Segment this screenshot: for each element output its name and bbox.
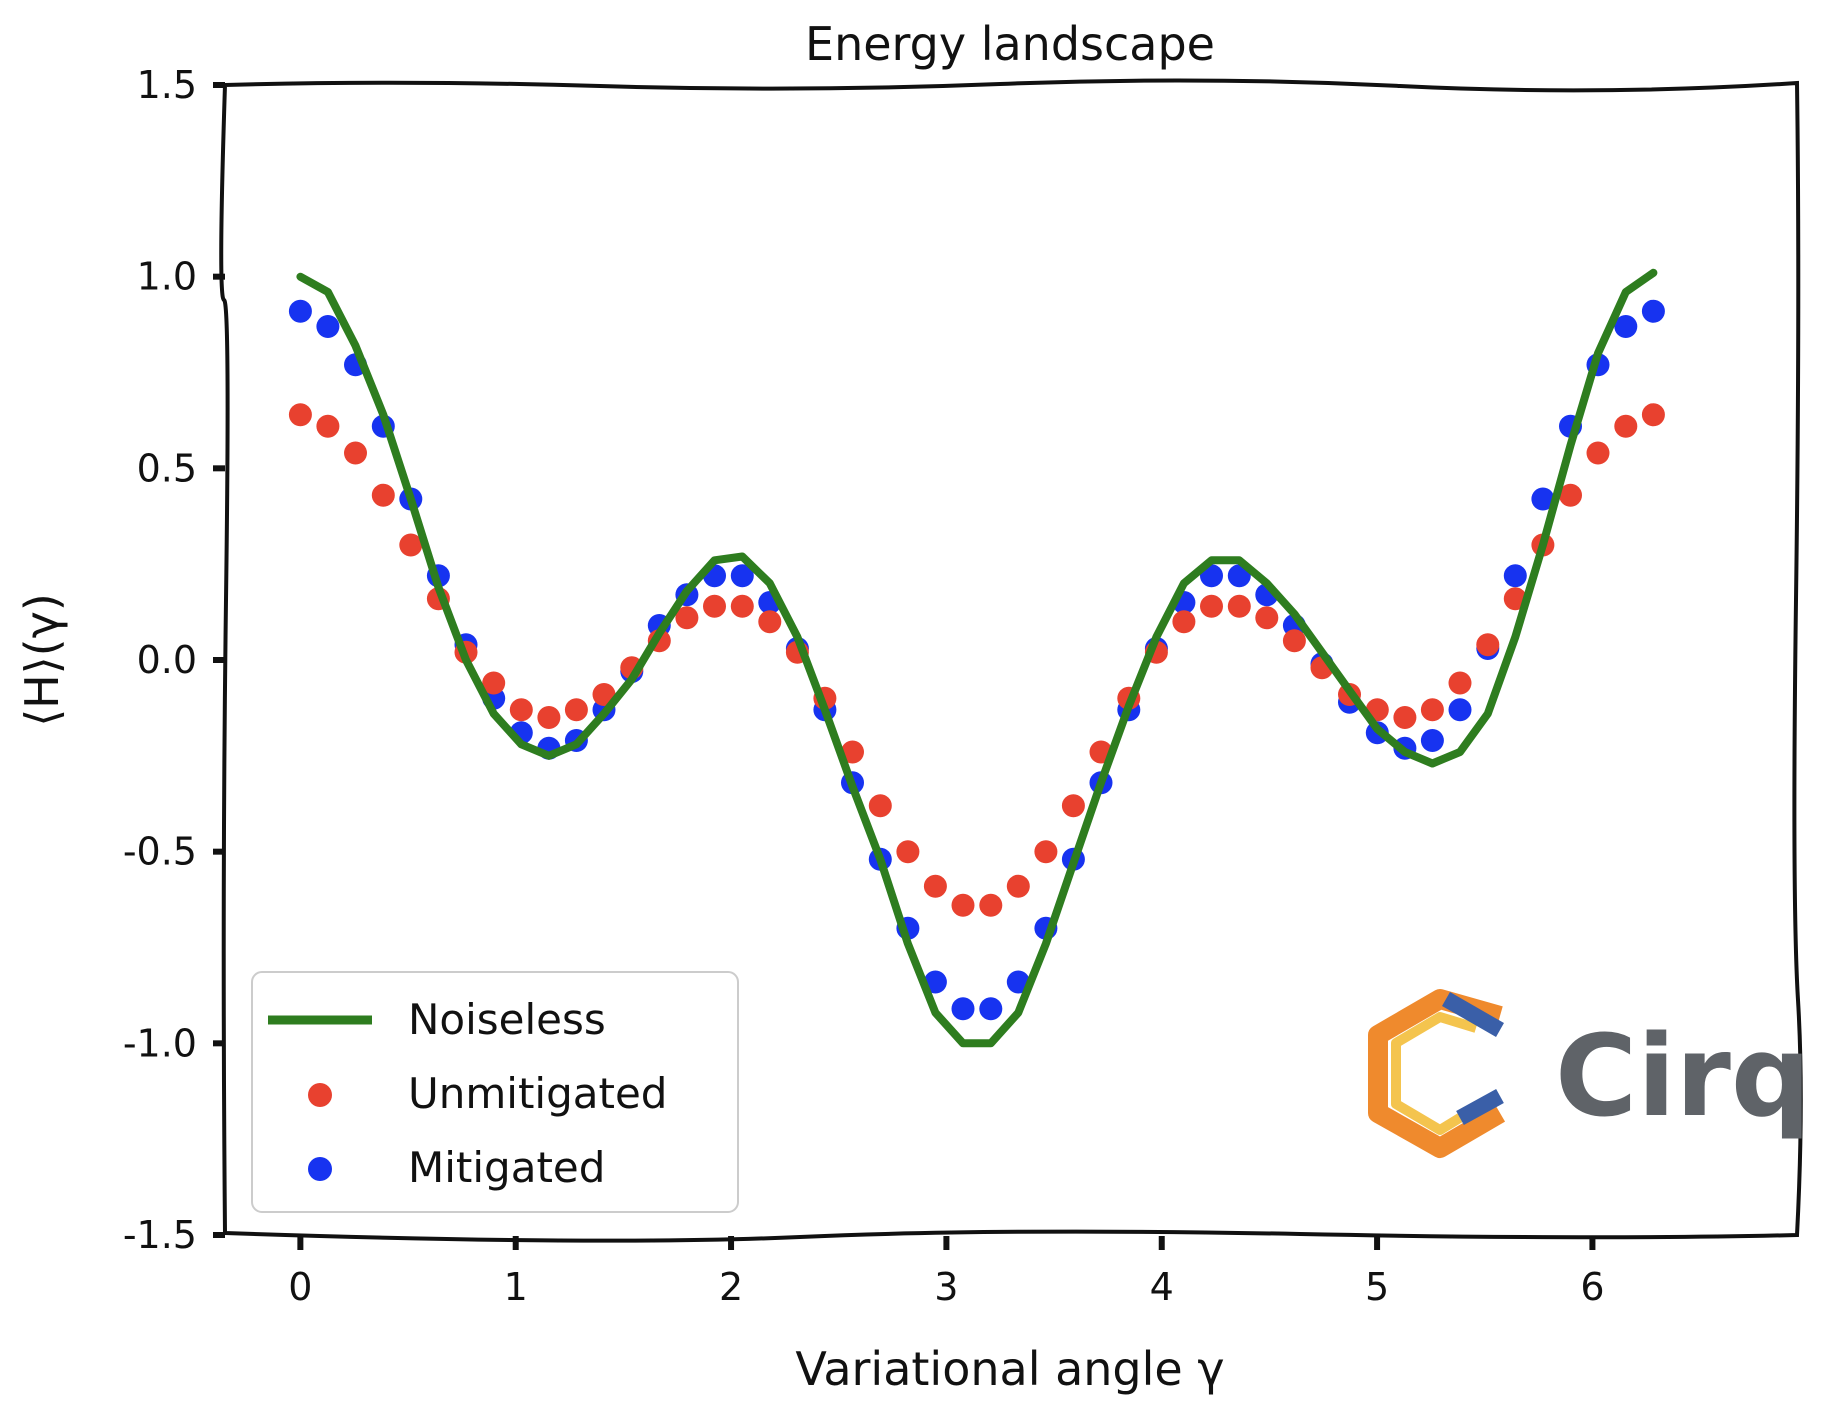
x-tick-label: 6 bbox=[1580, 1265, 1604, 1309]
data-point-unmitigated bbox=[1641, 403, 1665, 427]
data-point-unmitigated bbox=[1200, 594, 1223, 618]
data-point-mitigated bbox=[1641, 299, 1665, 323]
data-point-unmitigated bbox=[868, 794, 892, 818]
data-point-unmitigated bbox=[1034, 840, 1058, 864]
data-point-mitigated bbox=[1503, 564, 1527, 588]
data-point-unmitigated bbox=[371, 483, 395, 507]
data-point-mitigated bbox=[1448, 698, 1472, 722]
cirq-logo-wordmark: Cirq bbox=[1555, 1012, 1811, 1142]
legend-mitigated-swatch bbox=[308, 1157, 332, 1181]
data-point-mitigated bbox=[730, 564, 754, 588]
data-point-mitigated bbox=[316, 315, 340, 338]
y-tick-label: 1.5 bbox=[137, 63, 197, 107]
data-point-unmitigated bbox=[1282, 629, 1306, 653]
data-point-unmitigated bbox=[482, 671, 506, 695]
data-point-unmitigated bbox=[537, 706, 561, 729]
data-point-unmitigated bbox=[1227, 594, 1251, 618]
cirq-logo: Cirq bbox=[1368, 989, 1811, 1158]
data-point-unmitigated bbox=[399, 533, 423, 557]
data-point-mitigated bbox=[951, 997, 975, 1021]
plot-frame bbox=[219, 78, 1803, 1243]
data-point-mitigated bbox=[1420, 729, 1444, 752]
data-point-unmitigated bbox=[1006, 874, 1030, 898]
data-point-mitigated bbox=[1531, 487, 1555, 511]
data-point-unmitigated bbox=[675, 606, 699, 630]
data-point-unmitigated bbox=[896, 840, 920, 864]
data-point-unmitigated bbox=[758, 610, 782, 634]
cirq-logo-icon bbox=[1368, 989, 1506, 1158]
data-point-mitigated bbox=[979, 997, 1003, 1021]
y-axis: 1.5 1.0 0.5 0.0 -0.5 -1.0 -1.5 bbox=[123, 63, 225, 1257]
y-tick-label: 1.0 bbox=[137, 255, 197, 299]
x-tick-label: 1 bbox=[504, 1265, 528, 1309]
x-tick-label: 5 bbox=[1365, 1265, 1389, 1309]
data-point-unmitigated bbox=[1559, 483, 1582, 507]
legend-noiseless-label: Noiseless bbox=[408, 995, 606, 1044]
data-point-mitigated bbox=[1614, 315, 1638, 338]
data-point-unmitigated bbox=[841, 740, 864, 764]
data-point-unmitigated bbox=[316, 414, 340, 438]
data-point-unmitigated bbox=[509, 698, 533, 722]
data-point-unmitigated bbox=[979, 893, 1003, 917]
data-point-unmitigated bbox=[703, 594, 726, 618]
y-tick-label: -1.5 bbox=[123, 1213, 197, 1257]
x-tick-label: 3 bbox=[934, 1265, 958, 1309]
x-axis: 0 1 2 3 4 5 6 bbox=[288, 1236, 1605, 1309]
series-noiseless bbox=[296, 268, 1658, 1048]
legend-box bbox=[251, 971, 739, 1213]
data-point-unmitigated bbox=[1614, 414, 1638, 438]
data-point-unmitigated bbox=[1420, 698, 1444, 722]
data-point-unmitigated bbox=[951, 893, 975, 917]
y-tick-label: -0.5 bbox=[123, 830, 197, 874]
x-axis-title: Variational angle γ bbox=[795, 1342, 1224, 1396]
data-point-unmitigated bbox=[1393, 706, 1417, 729]
series-layer bbox=[288, 268, 1665, 1048]
x-tick-label: 4 bbox=[1150, 1265, 1174, 1309]
x-tick-label: 2 bbox=[719, 1265, 743, 1309]
data-point-unmitigated bbox=[730, 594, 754, 618]
data-point-unmitigated bbox=[1448, 671, 1472, 695]
y-axis-title: ⟨H⟩(γ) bbox=[15, 593, 69, 727]
x-tick-label: 0 bbox=[288, 1265, 312, 1309]
data-point-unmitigated bbox=[1255, 606, 1279, 630]
data-point-unmitigated bbox=[1172, 610, 1196, 634]
data-point-unmitigated bbox=[1476, 633, 1500, 657]
data-point-unmitigated bbox=[344, 441, 367, 465]
data-point-unmitigated bbox=[564, 698, 588, 722]
data-point-unmitigated bbox=[1061, 794, 1085, 818]
y-tick-label: 0.5 bbox=[137, 446, 197, 490]
legend-unmitigated-swatch bbox=[308, 1083, 332, 1107]
data-point-unmitigated bbox=[1586, 441, 1610, 465]
series-noiseless-line bbox=[296, 268, 1658, 1048]
y-tick-label: -1.0 bbox=[123, 1021, 197, 1065]
legend-unmitigated-label: Unmitigated bbox=[408, 1069, 667, 1118]
legend: Noiseless Unmitigated Mitigated bbox=[251, 971, 739, 1213]
data-point-unmitigated bbox=[923, 874, 947, 898]
legend-mitigated-label: Mitigated bbox=[408, 1143, 605, 1192]
series-unmitigated bbox=[288, 403, 1665, 917]
data-point-mitigated bbox=[288, 299, 312, 323]
data-point-unmitigated bbox=[288, 403, 312, 427]
y-tick-label: 0.0 bbox=[137, 638, 197, 682]
chart-title: Energy landscape bbox=[805, 17, 1215, 71]
